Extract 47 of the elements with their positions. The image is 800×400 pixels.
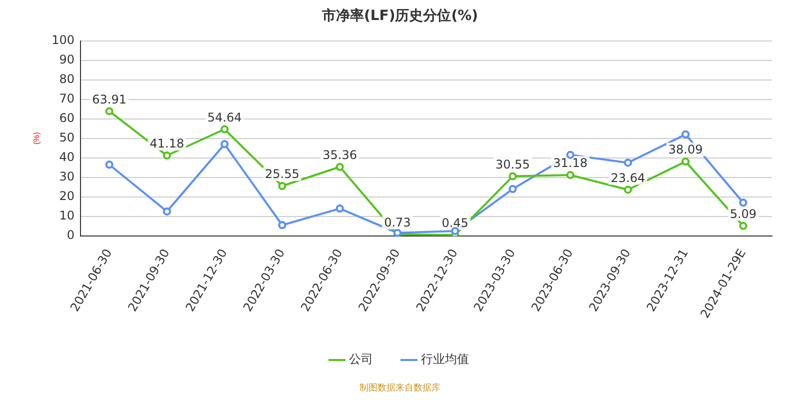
point xyxy=(682,158,690,166)
point xyxy=(624,186,632,194)
legend-label: 行业均值 xyxy=(421,352,469,366)
point xyxy=(566,171,574,180)
point xyxy=(624,158,632,167)
point xyxy=(278,182,286,190)
point xyxy=(220,125,229,134)
point xyxy=(278,221,286,230)
point xyxy=(336,204,344,213)
y-axis-title: (%) xyxy=(32,132,42,145)
chart-title: 市净率(LF)历史分位(%) xyxy=(320,7,478,24)
point xyxy=(682,130,690,138)
point xyxy=(105,160,114,169)
point xyxy=(105,107,114,116)
y-tick-label: 10 xyxy=(59,208,75,222)
y-tick-label: 60 xyxy=(59,110,75,125)
y-tick-label: 50 xyxy=(59,130,75,144)
y-tick-label: 80 xyxy=(59,72,75,86)
y-tick-label: 70 xyxy=(59,91,75,106)
y-tick-label: 30 xyxy=(59,169,75,184)
data-label: 5.09 xyxy=(730,207,757,222)
data-label: 23.64 xyxy=(610,170,646,185)
data-label: 30.55 xyxy=(496,157,530,172)
text: 制图数据来自数据库 xyxy=(360,382,440,394)
point xyxy=(336,162,344,171)
y-tick-label: 100 xyxy=(52,32,75,47)
data-label: 0.45 xyxy=(442,216,468,230)
point xyxy=(508,172,517,180)
point xyxy=(162,207,171,216)
data-label: 41.18 xyxy=(150,136,184,151)
point xyxy=(739,222,748,230)
y-tick-label: 20 xyxy=(59,188,75,203)
data-label: 54.64 xyxy=(207,110,242,124)
point xyxy=(162,152,171,160)
data-label: 35.36 xyxy=(322,148,357,162)
data-label: 63.91 xyxy=(92,92,126,106)
point xyxy=(220,140,229,148)
point xyxy=(739,198,748,207)
data-label: 0.73 xyxy=(384,216,411,230)
legend-label: 公司 xyxy=(349,352,373,366)
data-label: 31.18 xyxy=(553,156,588,170)
data-label: 25.55 xyxy=(265,167,300,182)
y-tick-label: 40 xyxy=(59,150,75,164)
point xyxy=(508,185,517,194)
y-tick-label: 90 xyxy=(59,52,75,66)
y-tick-label: 0 xyxy=(66,228,75,242)
data-label: 38.09 xyxy=(668,142,703,157)
